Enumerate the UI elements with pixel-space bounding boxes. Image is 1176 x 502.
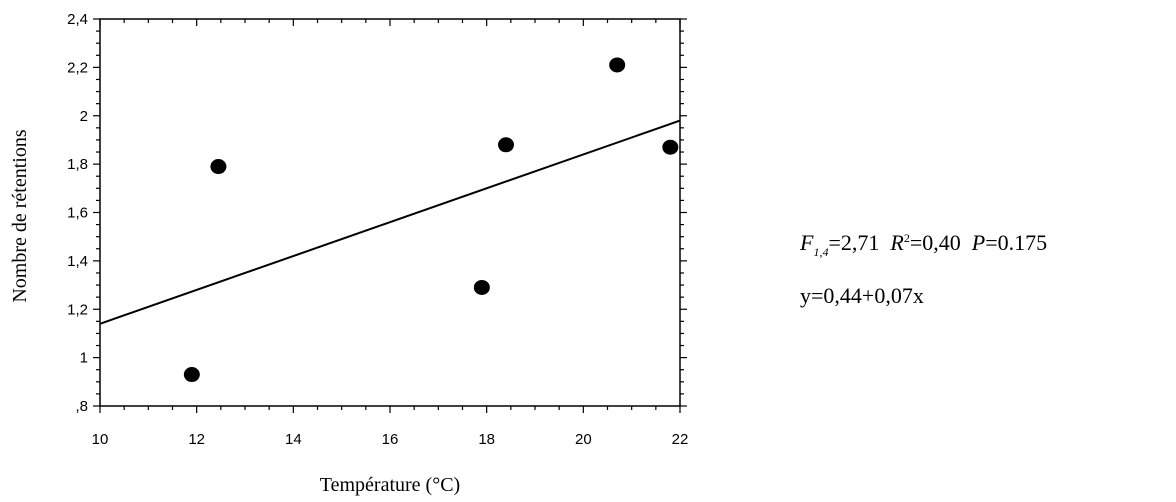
f-stat-df: 1,4 <box>813 245 829 259</box>
x-tick-label: 18 <box>478 431 495 448</box>
y-axis-title: Nombre de rétentions <box>9 129 31 302</box>
y-tick-label: 1,6 <box>67 205 88 222</box>
r-squared-value: =0,40 <box>909 230 961 255</box>
r-squared-letter: R <box>890 230 904 255</box>
x-tick-label: 14 <box>285 431 302 448</box>
data-point <box>183 367 200 383</box>
data-point <box>609 57 626 73</box>
regression-stats: F1,4=2,71 R2=0,40 P=0.175 <box>800 224 1047 266</box>
y-tick-label: 1,4 <box>67 253 88 270</box>
y-tick-label: 2 <box>80 108 88 125</box>
plot-frame <box>99 18 681 407</box>
x-tick-label: 16 <box>382 431 399 448</box>
data-point <box>498 137 514 153</box>
regression-line <box>99 119 681 325</box>
x-tick-label: 22 <box>672 431 689 448</box>
data-point <box>662 139 679 155</box>
f-stat-letter: F <box>800 230 814 255</box>
y-tick-label: 1,8 <box>67 156 88 173</box>
data-point <box>473 279 490 295</box>
y-tick-label: 1 <box>80 350 88 367</box>
data-point <box>210 159 227 175</box>
p-value: =0.175 <box>985 230 1048 255</box>
x-tick-label: 12 <box>188 431 205 448</box>
x-tick-label: 20 <box>575 431 592 448</box>
y-tick-label: 1,2 <box>67 301 88 318</box>
r-squared-exponent: 2 <box>903 231 910 245</box>
y-tick-label: 2,4 <box>67 11 88 28</box>
y-tick-label: 2,2 <box>67 59 88 76</box>
x-tick-label: 10 <box>92 431 109 448</box>
y-tick-label: ,8 <box>75 398 88 415</box>
p-value-letter: P <box>971 230 986 255</box>
x-axis-title: Température (°C) <box>320 474 460 496</box>
f-stat-value: =2,71 <box>828 230 880 255</box>
regression-equation: y=0,44+0,07x <box>800 283 924 308</box>
